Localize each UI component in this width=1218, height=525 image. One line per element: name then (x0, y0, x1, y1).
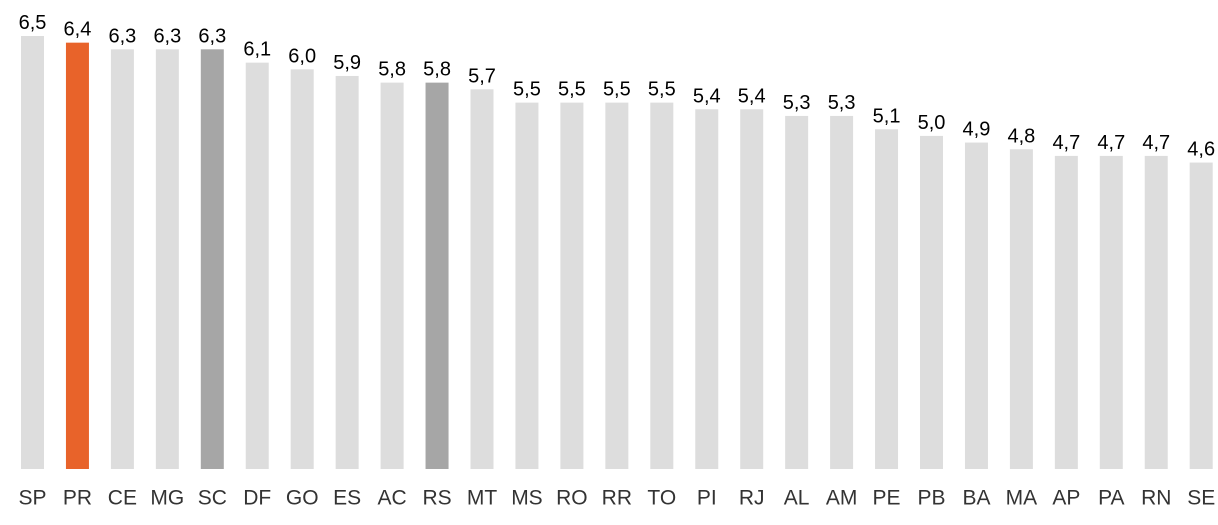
bar-es (335, 75, 359, 469)
tick-label-df: DF (243, 487, 271, 510)
tick-label-sc: SC (198, 487, 227, 510)
bar-ba (964, 142, 988, 469)
value-label-pi: 5,4 (693, 85, 721, 107)
value-label-mt: 5,7 (468, 65, 496, 87)
value-label-se: 4,6 (1187, 139, 1215, 161)
value-label-am: 5,3 (828, 92, 856, 114)
tick-label-rn: RN (1141, 487, 1171, 510)
tick-label-pa: PA (1098, 487, 1124, 510)
value-label-ap: 4,7 (1052, 132, 1080, 154)
tick-label-mg: MG (150, 487, 184, 510)
bar-sc (200, 49, 224, 469)
bar-df (245, 62, 269, 470)
tick-label-to: TO (647, 487, 676, 510)
value-label-go: 6,0 (288, 45, 316, 67)
bar-rj (740, 109, 764, 469)
tick-label-am: AM (826, 487, 858, 510)
bar-pe (875, 129, 899, 469)
value-label-ms: 5,5 (513, 79, 541, 101)
bar-rn (1144, 155, 1168, 469)
bar-mg (155, 49, 179, 469)
bar-go (290, 69, 314, 469)
tick-label-al: AL (784, 487, 810, 510)
bar-mt (470, 89, 494, 469)
value-label-ro: 5,5 (558, 79, 586, 101)
value-label-es: 5,9 (333, 52, 361, 74)
tick-label-rj: RJ (739, 487, 765, 510)
value-label-ce: 6,3 (108, 25, 136, 47)
tick-label-pi: PI (697, 487, 717, 510)
x-axis-tick-labels: SP PR CE MG SC DF GO ES AC RS MT MS RO RR TO PI RJ AL AM PE… (18, 487, 1215, 510)
bar-pa (1099, 155, 1123, 469)
value-labels: 6,5 6,4 6,3 6,3 6,3 6,1 6,0 5,9 5,8 5,8 5,7 5,5 5,5 5… (19, 12, 1216, 161)
tick-label-ma: MA (1006, 487, 1038, 510)
value-label-rj: 5,4 (738, 85, 766, 107)
value-label-ba: 4,9 (963, 119, 991, 141)
bar-ro (560, 102, 584, 470)
value-label-pe: 5,1 (873, 105, 901, 127)
tick-label-ba: BA (962, 487, 990, 510)
bars (21, 36, 1213, 470)
bar-pr (65, 42, 89, 469)
tick-label-ce: CE (108, 487, 137, 510)
tick-label-pb: PB (917, 487, 945, 510)
tick-label-ro: RO (556, 487, 588, 510)
tick-label-go: GO (286, 487, 319, 510)
bar-al (785, 115, 809, 469)
bar-ms (515, 102, 539, 470)
bar-se (1189, 162, 1213, 469)
tick-label-pe: PE (873, 487, 901, 510)
value-label-sc: 6,3 (198, 25, 226, 47)
tick-label-rs: RS (422, 487, 451, 510)
bar-ma (1009, 149, 1033, 469)
bar-am (830, 115, 854, 469)
bar-pb (920, 135, 943, 470)
tick-label-ms: MS (511, 487, 543, 510)
value-label-ac: 5,8 (378, 59, 406, 81)
value-label-mg: 6,3 (153, 25, 181, 47)
bar-rs (425, 82, 449, 469)
bar-rr (605, 102, 629, 470)
value-label-df: 6,1 (243, 39, 271, 61)
tick-label-ap: AP (1052, 487, 1080, 510)
tick-label-rr: RR (602, 487, 632, 510)
value-label-pr: 6,4 (64, 19, 92, 41)
bar-pi (695, 109, 719, 469)
value-label-pb: 5,0 (918, 112, 946, 134)
bar-ce (110, 49, 134, 469)
tick-label-se: SE (1187, 487, 1215, 510)
value-label-rr: 5,5 (603, 79, 631, 101)
tick-label-es: ES (333, 487, 361, 510)
bar-ap (1054, 155, 1078, 469)
value-label-ma: 4,8 (1007, 125, 1035, 147)
tick-label-pr: PR (63, 487, 92, 510)
value-label-to: 5,5 (648, 79, 676, 101)
value-label-rs: 5,8 (423, 59, 451, 81)
value-label-sp: 6,5 (19, 12, 47, 34)
bar-to (650, 102, 674, 470)
tick-label-sp: SP (18, 487, 46, 510)
tick-label-mt: MT (467, 487, 497, 510)
value-label-pa: 4,7 (1097, 132, 1125, 154)
bar-ac (380, 82, 404, 469)
bar-sp (21, 36, 44, 469)
value-label-al: 5,3 (783, 92, 811, 114)
tick-label-ac: AC (378, 487, 407, 510)
value-label-rn: 4,7 (1142, 132, 1170, 154)
